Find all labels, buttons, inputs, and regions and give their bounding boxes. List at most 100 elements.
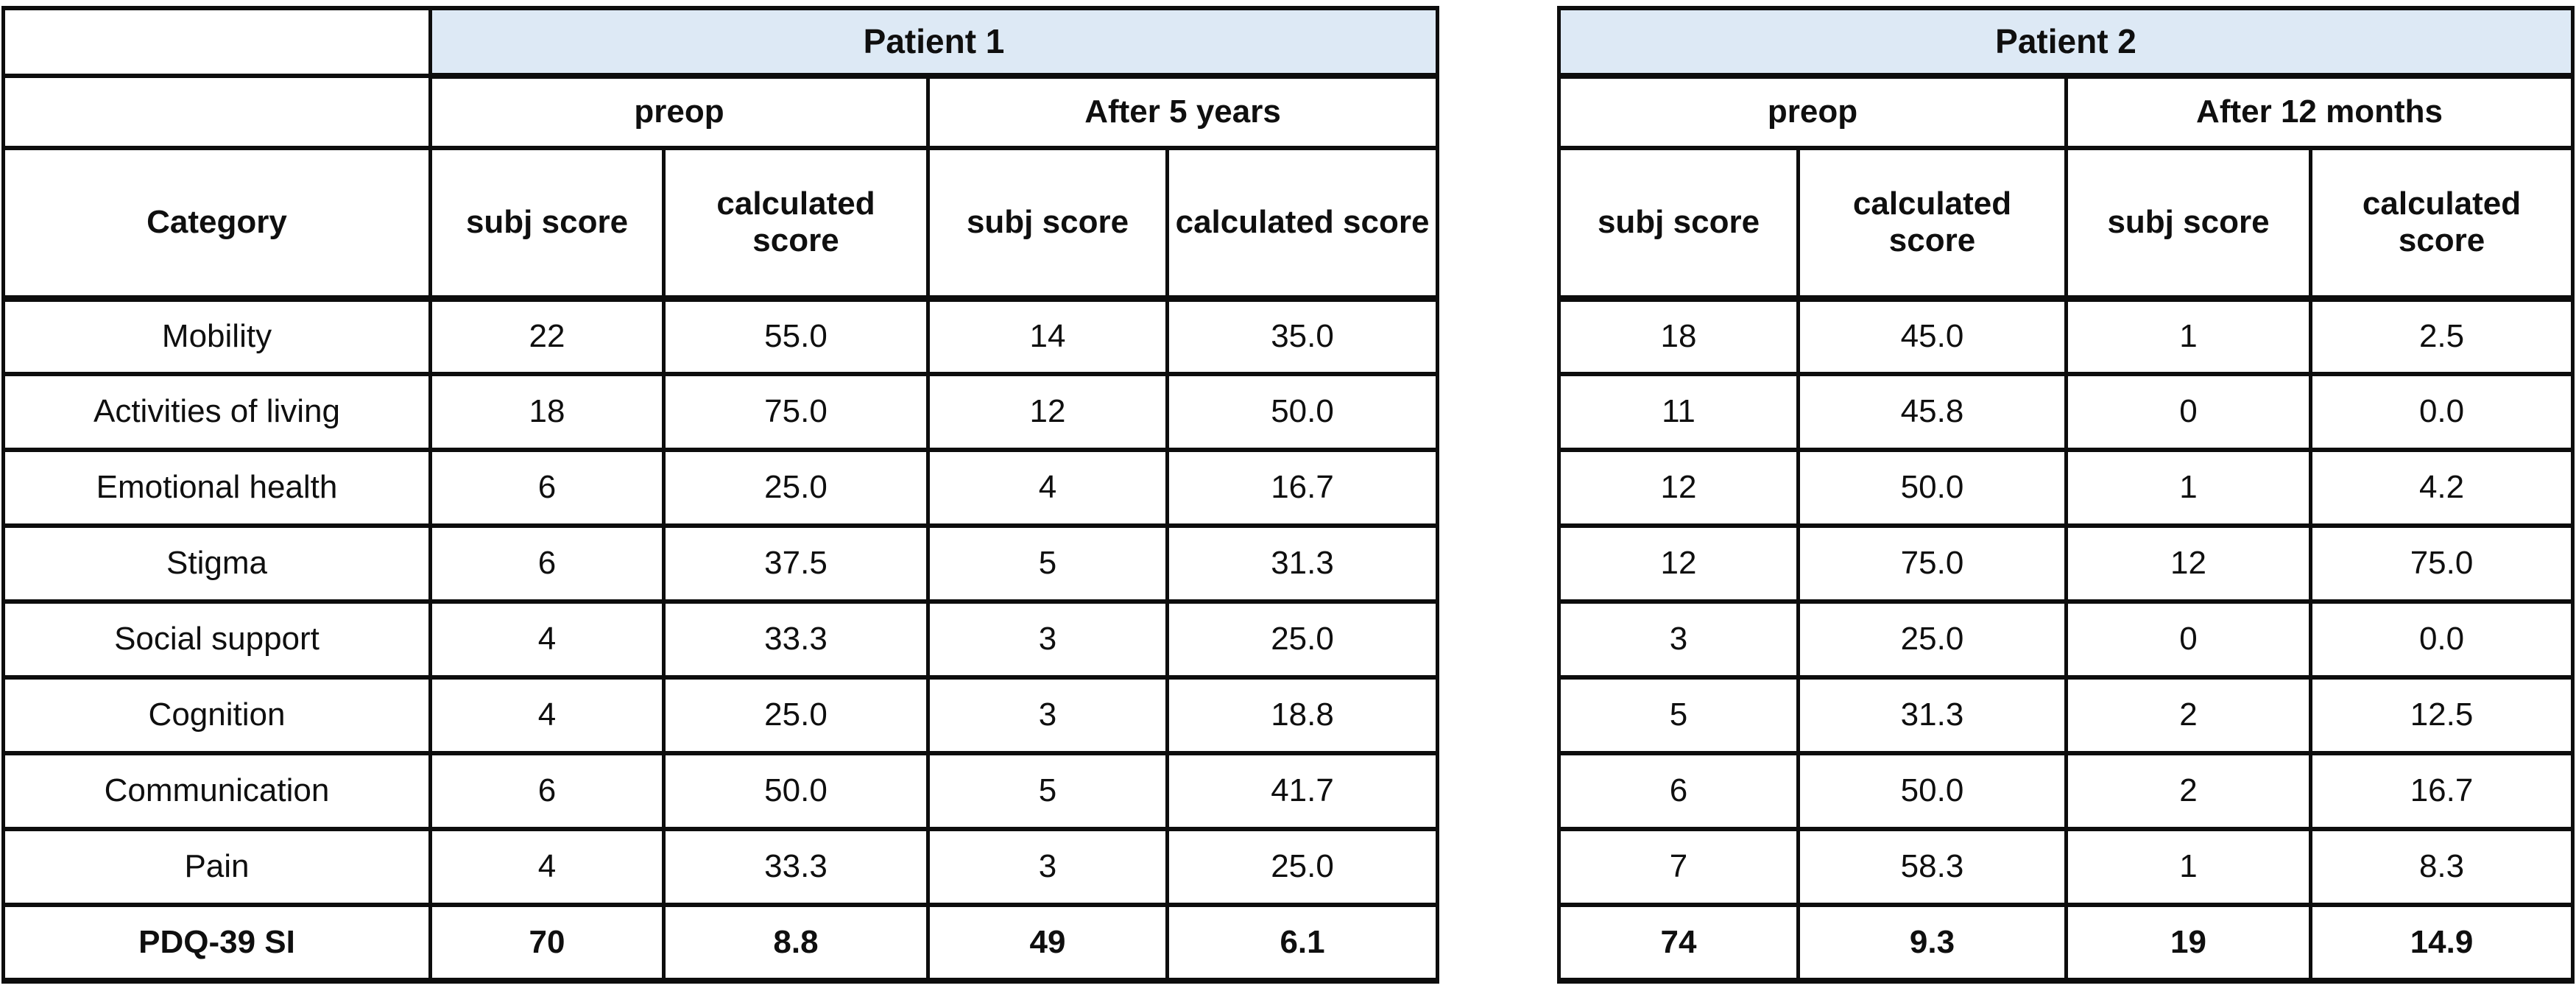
value-cell: 6 bbox=[428, 751, 666, 831]
value-cell: 31.3 bbox=[1796, 675, 2068, 755]
value-cell: 2 bbox=[2064, 675, 2312, 755]
category-cell: Pain bbox=[1, 827, 432, 907]
value-cell: 12 bbox=[1557, 448, 1800, 528]
table-row: 6 50.0 2 16.7 bbox=[1557, 751, 2575, 831]
value-cell: 18 bbox=[428, 372, 666, 452]
value-cell: 3 bbox=[926, 827, 1169, 907]
category-cell: Cognition bbox=[1, 675, 432, 755]
patient1-title: Patient 1 bbox=[428, 6, 1440, 79]
table-row: Pain 4 33.3 3 25.0 bbox=[1, 827, 1440, 907]
patient2-table: Patient 2 preop After 12 months subj sco… bbox=[1556, 6, 2575, 984]
value-cell: 4 bbox=[428, 827, 666, 907]
value-cell: 49 bbox=[926, 903, 1169, 984]
patient1-period-row: preop After 5 years bbox=[1, 74, 1440, 150]
value-cell: 6 bbox=[428, 448, 666, 528]
value-cell: 50.0 bbox=[1165, 372, 1440, 452]
value-cell: 4 bbox=[428, 599, 666, 680]
value-cell: 7 bbox=[1557, 827, 1800, 907]
value-cell: 50.0 bbox=[1796, 751, 2068, 831]
value-cell: 2.5 bbox=[2308, 296, 2575, 376]
value-cell: 3 bbox=[926, 599, 1169, 680]
value-cell: 5 bbox=[926, 523, 1169, 604]
period-header-preop: preop bbox=[1557, 74, 2068, 150]
value-cell: 25.0 bbox=[1165, 827, 1440, 907]
table-row: 74 9.3 19 14.9 bbox=[1557, 903, 2575, 984]
patient1-column-header-row: Category subj score calculated score sub… bbox=[1, 146, 1440, 302]
value-cell: 5 bbox=[1557, 675, 1800, 755]
value-cell: 4 bbox=[428, 675, 666, 755]
value-cell: 22 bbox=[428, 296, 666, 376]
value-cell: 25.0 bbox=[1165, 599, 1440, 680]
value-cell: 11 bbox=[1557, 372, 1800, 452]
value-cell: 0 bbox=[2064, 599, 2312, 680]
value-cell: 6 bbox=[1557, 751, 1800, 831]
value-cell: 6 bbox=[428, 523, 666, 604]
category-cell: PDQ-39 SI bbox=[1, 903, 432, 984]
value-cell: 14.9 bbox=[2308, 903, 2575, 984]
value-cell: 1 bbox=[2064, 296, 2312, 376]
value-cell: 5 bbox=[926, 751, 1169, 831]
table-row: Emotional health 6 25.0 4 16.7 bbox=[1, 448, 1440, 528]
category-cell: Communication bbox=[1, 751, 432, 831]
table-row: Activities of living 18 75.0 12 50.0 bbox=[1, 372, 1440, 452]
patient1-table: Patient 1 preop After 5 years Category s… bbox=[1, 6, 1440, 984]
value-cell: 25.0 bbox=[1796, 599, 2068, 680]
table-row: 12 75.0 12 75.0 bbox=[1557, 523, 2575, 604]
value-cell: 3 bbox=[1557, 599, 1800, 680]
patient2-title-row: Patient 2 bbox=[1556, 6, 2575, 79]
value-cell: 25.0 bbox=[662, 675, 930, 755]
patient2-column-header-row: subj score calculated score subj score c… bbox=[1557, 146, 2575, 302]
value-cell: 37.5 bbox=[662, 523, 930, 604]
value-cell: 33.3 bbox=[662, 827, 930, 907]
value-cell: 2 bbox=[2064, 751, 2312, 831]
value-cell: 8.3 bbox=[2308, 827, 2575, 907]
table-row: 3 25.0 0 0.0 bbox=[1557, 599, 2575, 680]
value-cell: 18 bbox=[1557, 296, 1800, 376]
value-cell: 4.2 bbox=[2308, 448, 2575, 528]
value-cell: 75.0 bbox=[1796, 523, 2068, 604]
value-cell: 55.0 bbox=[662, 296, 930, 376]
value-cell: 1 bbox=[2064, 448, 2312, 528]
column-header: calculated score bbox=[662, 146, 930, 302]
column-header: calculated score bbox=[1796, 146, 2068, 302]
patient1-title-row: Patient 1 bbox=[1, 6, 1440, 79]
column-header: subj score bbox=[2064, 146, 2312, 302]
table-row: PDQ-39 SI 70 8.8 49 6.1 bbox=[1, 903, 1440, 984]
value-cell: 16.7 bbox=[2308, 751, 2575, 831]
period-header-followup: After 5 years bbox=[925, 74, 1440, 150]
value-cell: 33.3 bbox=[662, 599, 930, 680]
patient2-period-row: preop After 12 months bbox=[1557, 74, 2575, 150]
value-cell: 6.1 bbox=[1165, 903, 1440, 984]
category-cell: Stigma bbox=[1, 523, 432, 604]
value-cell: 9.3 bbox=[1796, 903, 2068, 984]
value-cell: 0 bbox=[2064, 372, 2312, 452]
value-cell: 12.5 bbox=[2308, 675, 2575, 755]
table-row: Mobility 22 55.0 14 35.0 bbox=[1, 296, 1440, 376]
value-cell: 45.0 bbox=[1796, 296, 2068, 376]
value-cell: 12 bbox=[2064, 523, 2312, 604]
value-cell: 50.0 bbox=[1796, 448, 2068, 528]
value-cell: 0.0 bbox=[2308, 372, 2575, 452]
value-cell: 16.7 bbox=[1165, 448, 1440, 528]
table-row: 18 45.0 1 2.5 bbox=[1557, 296, 2575, 376]
value-cell: 58.3 bbox=[1796, 827, 2068, 907]
value-cell: 18.8 bbox=[1165, 675, 1440, 755]
value-cell: 70 bbox=[428, 903, 666, 984]
table-row: 12 50.0 1 4.2 bbox=[1557, 448, 2575, 528]
category-cell: Emotional health bbox=[1, 448, 432, 528]
value-cell: 3 bbox=[926, 675, 1169, 755]
column-header: subj score bbox=[1557, 146, 1800, 302]
category-cell: Activities of living bbox=[1, 372, 432, 452]
category-column-header: Category bbox=[1, 146, 432, 302]
value-cell: 41.7 bbox=[1165, 751, 1440, 831]
value-cell: 19 bbox=[2064, 903, 2312, 984]
period-header-followup: After 12 months bbox=[2064, 74, 2575, 150]
value-cell: 12 bbox=[1557, 523, 1800, 604]
empty-corner bbox=[1, 74, 432, 150]
value-cell: 50.0 bbox=[662, 751, 930, 831]
value-cell: 14 bbox=[926, 296, 1169, 376]
table-row: Social support 4 33.3 3 25.0 bbox=[1, 599, 1440, 680]
table-row: Cognition 4 25.0 3 18.8 bbox=[1, 675, 1440, 755]
value-cell: 25.0 bbox=[662, 448, 930, 528]
